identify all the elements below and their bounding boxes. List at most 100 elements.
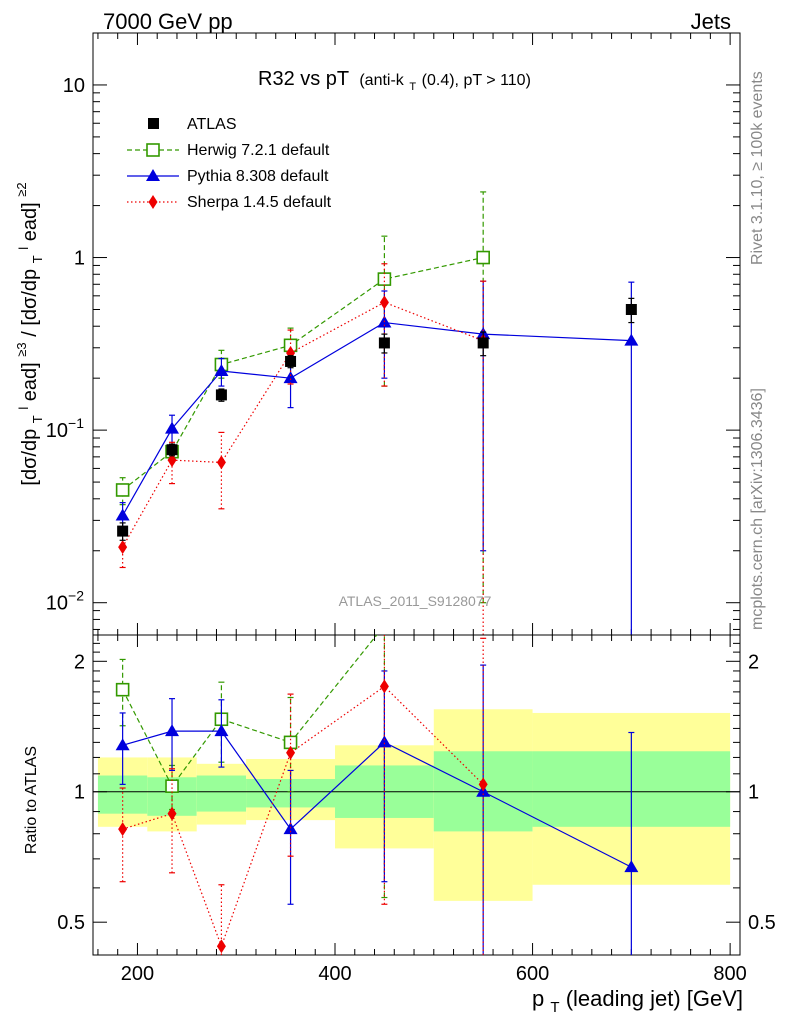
chart-title-main: R32 vs pT xyxy=(258,68,349,90)
x-tick-label-400: 400 xyxy=(318,963,351,985)
rivet-label: Rivet 3.1.10, ≥ 100k events xyxy=(749,71,766,265)
upper-marker-pythia-2 xyxy=(214,364,229,377)
upper-ylabel-b-sup: ≥3 xyxy=(14,342,29,356)
ratio-line-sherpa xyxy=(122,685,484,948)
upper-ytick-base-2: 10 xyxy=(46,420,68,442)
upper-marker-atlas-4 xyxy=(378,337,390,349)
upper-ylabel-b: ead] xyxy=(19,362,41,401)
upper-marker-atlas-0 xyxy=(117,525,129,537)
upper-marker-atlas-5 xyxy=(477,337,489,349)
header-energy: 7000 GeV pp xyxy=(103,9,233,34)
header-process: Jets xyxy=(691,9,731,34)
legend-label-atlas: ATLAS xyxy=(187,116,237,133)
ratio-marker-sherpa-4 xyxy=(379,679,389,694)
ratio-marker-sherpa-2 xyxy=(216,939,226,954)
ratio-marker-sherpa-0 xyxy=(118,822,128,837)
ratio-ylabel-group: Ratio to ATLAS xyxy=(23,746,40,854)
x-tick-label-800: 800 xyxy=(713,963,746,985)
upper-ytick-base-1: 1 xyxy=(74,248,85,270)
upper-ytick-base-0: 10 xyxy=(63,75,85,97)
ratio-ytick-label-right-0: 2 xyxy=(748,651,759,673)
upper-ytick-label-1: 1 xyxy=(74,248,85,270)
ratio-panel: 200 400 600 800 2 2 1 1 0.5 0.5 xyxy=(57,634,776,985)
legend-marker-atlas xyxy=(148,118,159,129)
upper-marker-herwig-0 xyxy=(115,483,130,497)
legend-label-sherpa: Sherpa 1.4.5 default xyxy=(187,194,332,211)
upper-ylabel-a-sub: T xyxy=(30,415,45,423)
upper-ylabel-d: ead] xyxy=(19,202,41,241)
ratio-marker-pythia-6 xyxy=(624,860,639,873)
ratio-line-herwig xyxy=(122,635,378,788)
x-tick-label-200: 200 xyxy=(121,963,154,985)
upper-ytick-sup-2: −1 xyxy=(68,415,84,431)
upper-ylabel-c: / [dσ/dp xyxy=(19,269,41,337)
upper-ytick-base-3: 10 xyxy=(46,593,68,615)
upper-marker-atlas-2 xyxy=(215,389,227,401)
ratio-marker-pythia-4 xyxy=(377,735,392,748)
ratio-marker-pythia-1 xyxy=(165,724,180,737)
upper-series xyxy=(115,191,639,635)
ratio-ytick-label-left-2: 0.5 xyxy=(57,912,85,934)
x-axis-label: p T (leading jet) [GeV] xyxy=(532,986,743,1017)
upper-marker-pythia-1 xyxy=(165,421,180,434)
analysis-watermark: ATLAS_2011_S9128077 xyxy=(339,593,492,609)
legend-label-herwig: Herwig 7.2.1 default xyxy=(187,142,330,159)
ratio-ticks: 200 400 600 800 2 2 1 1 0.5 0.5 xyxy=(57,635,776,985)
upper-marker-sherpa-1 xyxy=(167,453,177,468)
chart-title-detail-sub: T xyxy=(409,81,416,93)
upper-marker-herwig-4 xyxy=(377,272,392,286)
x-axis-label-prefix: p xyxy=(532,986,544,1011)
ratio-ylabel: Ratio to ATLAS xyxy=(23,746,40,854)
upper-ylabel-group: [dσ/dp T l ead] ≥3 / [dσ/dp T l ead] ≥2 xyxy=(9,182,47,485)
upper-ylabel-d-sup: ≥2 xyxy=(14,182,29,196)
legend-marker-herwig xyxy=(146,143,160,157)
ratio-marker-herwig-0 xyxy=(115,682,130,697)
ratio-ytick-label-right-1: 1 xyxy=(748,782,759,804)
ratio-series xyxy=(115,635,639,955)
ratio-marker-pythia-0 xyxy=(115,738,130,751)
upper-marker-sherpa-2 xyxy=(216,455,226,470)
ratio-marker-sherpa-3 xyxy=(286,745,296,760)
upper-line-herwig xyxy=(122,256,484,491)
upper-ytick-sup-3: −2 xyxy=(68,588,84,604)
upper-ylabel: [dσ/dp T l ead] ≥3 / [dσ/dp T l ead] ≥2 xyxy=(9,182,47,485)
upper-marker-pythia-6 xyxy=(624,333,639,346)
upper-ylabel-a-sup: l xyxy=(16,407,31,410)
upper-marker-atlas-6 xyxy=(625,303,637,315)
upper-marker-atlas-3 xyxy=(285,355,297,367)
ratio-marker-sherpa-1 xyxy=(167,806,177,821)
mcplots-label: mcplots.cern.ch [arXiv:1306.3436] xyxy=(749,388,766,630)
upper-marker-sherpa-0 xyxy=(118,540,128,555)
ratio-marker-sherpa-5 xyxy=(478,777,488,792)
chart-title-detail-suffix: (0.4), pT > 110) xyxy=(422,72,531,89)
legend: ATLAS Herwig 7.2.1 default Pythia 8.308 … xyxy=(127,116,332,211)
upper-ylabel-c-sub: T xyxy=(30,255,45,263)
ratio-ytick-label-left-0: 2 xyxy=(74,651,85,673)
chart-title: R32 vs pT (anti-k T (0.4), pT > 110) xyxy=(258,68,531,95)
upper-ytick-label-2: 10−1 xyxy=(46,415,84,442)
chart-title-detail-prefix: (anti-k xyxy=(359,72,404,89)
ratio-marker-pythia-2 xyxy=(214,724,229,737)
ratio-frame xyxy=(92,634,741,956)
x-axis-label-sub: T xyxy=(550,999,559,1016)
upper-marker-atlas-1 xyxy=(166,444,178,456)
upper-ytick-label-3: 10−2 xyxy=(46,588,84,615)
x-tick-label-600: 600 xyxy=(516,963,549,985)
ratio-ytick-label-right-2: 0.5 xyxy=(748,912,776,934)
upper-marker-pythia-0 xyxy=(115,508,130,521)
x-axis-label-suffix: (leading jet) [GeV] xyxy=(566,986,743,1011)
legend-label-pythia: Pythia 8.308 default xyxy=(187,168,329,185)
ratio-marker-herwig-1 xyxy=(165,779,179,793)
upper-marker-pythia-3 xyxy=(283,371,298,384)
upper-ylabel-a: [dσ/dp xyxy=(19,429,41,486)
mcplots-label-group: mcplots.cern.ch [arXiv:1306.3436] xyxy=(749,388,766,630)
upper-marker-herwig-5 xyxy=(476,250,490,265)
upper-ylabel-c-sup: l xyxy=(16,247,31,250)
upper-marker-sherpa-4 xyxy=(379,295,389,310)
rivet-label-group: Rivet 3.1.10, ≥ 100k events xyxy=(749,71,766,265)
ratio-ytick-label-left-1: 1 xyxy=(74,782,85,804)
legend-marker-pythia xyxy=(146,169,160,181)
